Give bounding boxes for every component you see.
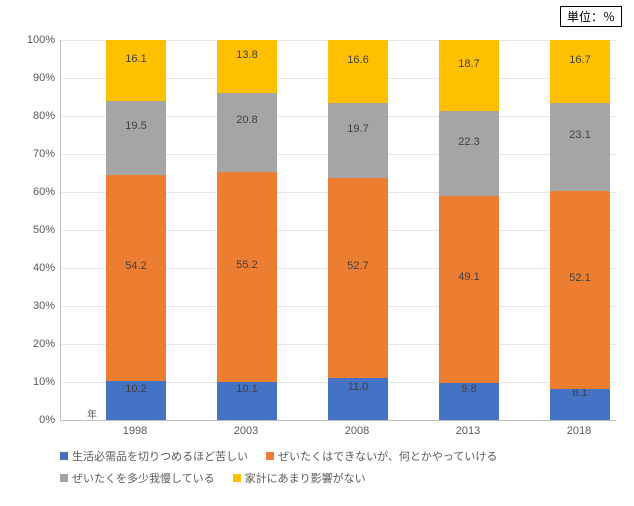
x-tick-label: 2003 [216, 425, 276, 437]
legend-row: 生活必需品を切りつめるほど苦しい ぜいたくはできないが、何とかやっていける [60, 448, 615, 464]
y-tick-label: 90% [20, 72, 55, 84]
y-tick-label: 20% [20, 338, 55, 350]
y-tick-label: 10% [20, 376, 55, 388]
bar-segment [106, 175, 166, 381]
bar-segment [106, 101, 166, 175]
legend-item-0: 生活必需品を切りつめるほど苦しい [60, 448, 248, 464]
bar-segment [439, 111, 499, 196]
legend-item-1: ぜいたくはできないが、何とかやっていける [266, 448, 497, 464]
y-tick-label: 80% [20, 110, 55, 122]
legend-swatch-0 [60, 452, 68, 460]
legend-label-2: ぜいたくを多少我慢している [72, 470, 215, 486]
bar-segment [328, 178, 388, 378]
x-tick-label: 2018 [549, 425, 609, 437]
bar-value-label: 16.7 [550, 54, 610, 66]
bar-value-label: 23.1 [550, 129, 610, 141]
y-tick-label: 50% [20, 224, 55, 236]
y-tick-label: 0% [20, 414, 55, 426]
y-tick-label: 40% [20, 262, 55, 274]
bar-value-label: 52.1 [550, 272, 610, 284]
bar-segment [550, 191, 610, 389]
bar-segment [217, 172, 277, 382]
y-tick-label: 60% [20, 186, 55, 198]
bar-group: 8.152.123.116.7 [550, 40, 610, 420]
bar-value-label: 19.7 [328, 123, 388, 135]
y-tick-label: 100% [20, 34, 55, 46]
bar-segment [217, 93, 277, 172]
legend-label-0: 生活必需品を切りつめるほど苦しい [72, 448, 248, 464]
bar-group: 9.8 49.1 22.3 18.7 [439, 40, 499, 420]
bar-value-label: 55.2 [217, 259, 277, 271]
legend-row: ぜいたくを多少我慢している 家計にあまり影響がない [60, 470, 615, 486]
unit-label-box: 単位：％ [560, 6, 622, 27]
bar-segment [106, 40, 166, 101]
bar-value-label: 52.7 [328, 260, 388, 272]
bar-value-label: 54.2 [106, 260, 166, 272]
year-axis-label: 年 [87, 406, 97, 421]
chart-legend: 生活必需品を切りつめるほど苦しい ぜいたくはできないが、何とかやっていける ぜい… [60, 448, 615, 492]
bar-group: 10.2 54.2 19.5 16.1 [106, 40, 166, 420]
bar-value-label: 10.1 [217, 383, 277, 395]
bar-segment [439, 40, 499, 111]
bar-value-label: 16.1 [106, 53, 166, 65]
bar-segment [328, 103, 388, 178]
y-tick-label: 30% [20, 300, 55, 312]
bar-group: 11.0 52.7 19.7 16.6 [328, 40, 388, 420]
bar-value-label: 10.2 [106, 383, 166, 395]
bar-value-label: 22.3 [439, 136, 499, 148]
x-tick-label: 2013 [438, 425, 498, 437]
bar-value-label: 49.1 [439, 271, 499, 283]
legend-swatch-3 [233, 474, 241, 482]
bar-value-label: 19.5 [106, 120, 166, 132]
bar-group: 10.1 55.2 20.8 13.8 [217, 40, 277, 420]
bar-value-label: 18.7 [439, 58, 499, 70]
bar-segment [439, 196, 499, 383]
x-tick-label: 1998 [105, 425, 165, 437]
legend-swatch-1 [266, 452, 274, 460]
unit-label: 単位：％ [567, 10, 615, 24]
bar-segment [328, 40, 388, 103]
legend-swatch-2 [60, 474, 68, 482]
bar-value-label: 9.8 [439, 383, 499, 395]
y-tick-label: 70% [20, 148, 55, 160]
chart-plot-area: 10.2 54.2 19.5 16.1 10.1 55.2 20.8 13.8 11.0 52.7… [60, 40, 616, 421]
bar-value-label: 13.8 [217, 49, 277, 61]
legend-item-3: 家計にあまり影響がない [233, 470, 366, 486]
bar-value-label: 20.8 [217, 114, 277, 126]
bar-value-label: 11.0 [328, 381, 388, 393]
legend-label-3: 家計にあまり影響がない [245, 470, 366, 486]
bar-segment [550, 103, 610, 191]
legend-label-1: ぜいたくはできないが、何とかやっていける [278, 448, 497, 464]
bar-value-label: 16.6 [328, 54, 388, 66]
x-tick-label: 2008 [327, 425, 387, 437]
legend-item-2: ぜいたくを多少我慢している [60, 470, 215, 486]
bar-segment [550, 40, 610, 103]
